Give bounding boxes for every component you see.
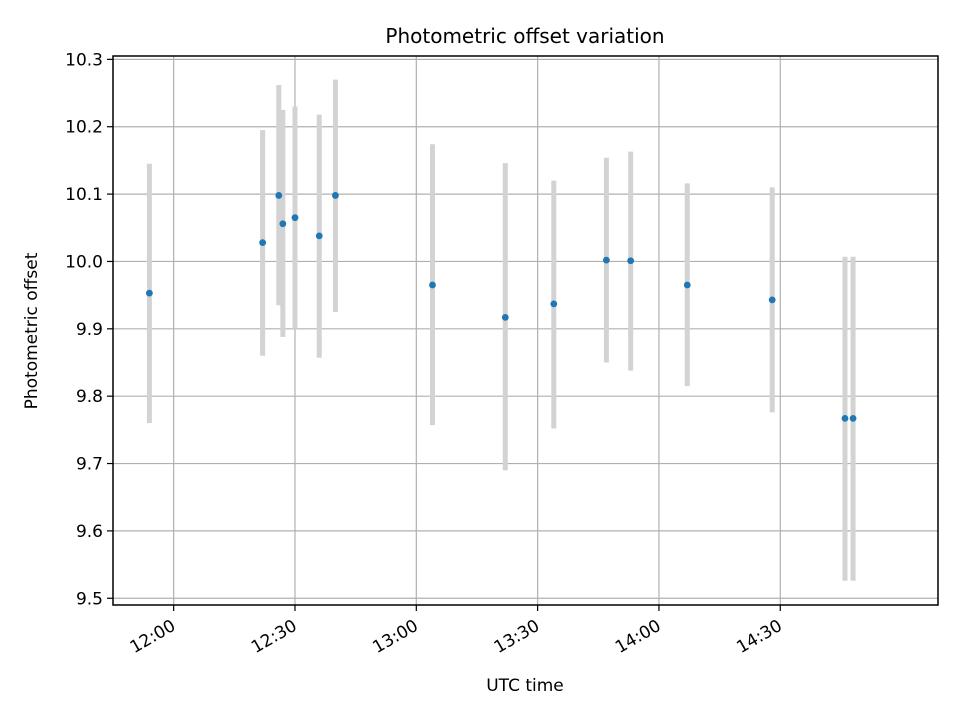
data-point — [501, 313, 509, 321]
y-tick-label: 10.2 — [65, 118, 103, 138]
data-point — [683, 281, 691, 289]
data-point — [602, 256, 610, 264]
y-tick-label: 10.3 — [65, 50, 103, 70]
data-point — [315, 232, 323, 240]
y-tick-label: 9.7 — [76, 455, 103, 475]
y-tick-label: 10.0 — [65, 252, 103, 272]
data-point — [332, 192, 339, 199]
data-point — [849, 415, 857, 422]
data-point — [279, 220, 287, 228]
y-tick-label: 9.8 — [76, 387, 103, 407]
y-axis-label: Photometric offset — [22, 252, 42, 409]
data-point — [259, 239, 267, 246]
chart-title: Photometric offset variation — [385, 24, 664, 48]
data-point — [145, 289, 153, 297]
data-point — [768, 296, 776, 304]
plot-frame — [112, 55, 939, 606]
y-tick-label: 9.5 — [76, 589, 103, 609]
x-axis-label: UTC time — [486, 676, 564, 696]
y-tick-label: 9.6 — [76, 522, 103, 542]
data-point — [291, 214, 299, 222]
data-point — [627, 257, 635, 265]
y-tick-label: 10.1 — [65, 185, 103, 205]
data-point — [841, 415, 849, 422]
data-point — [429, 281, 436, 289]
grid — [113, 56, 938, 605]
data-points — [145, 192, 857, 422]
data-point — [550, 300, 558, 308]
data-point — [275, 192, 283, 199]
y-tick-label: 9.9 — [76, 320, 103, 340]
